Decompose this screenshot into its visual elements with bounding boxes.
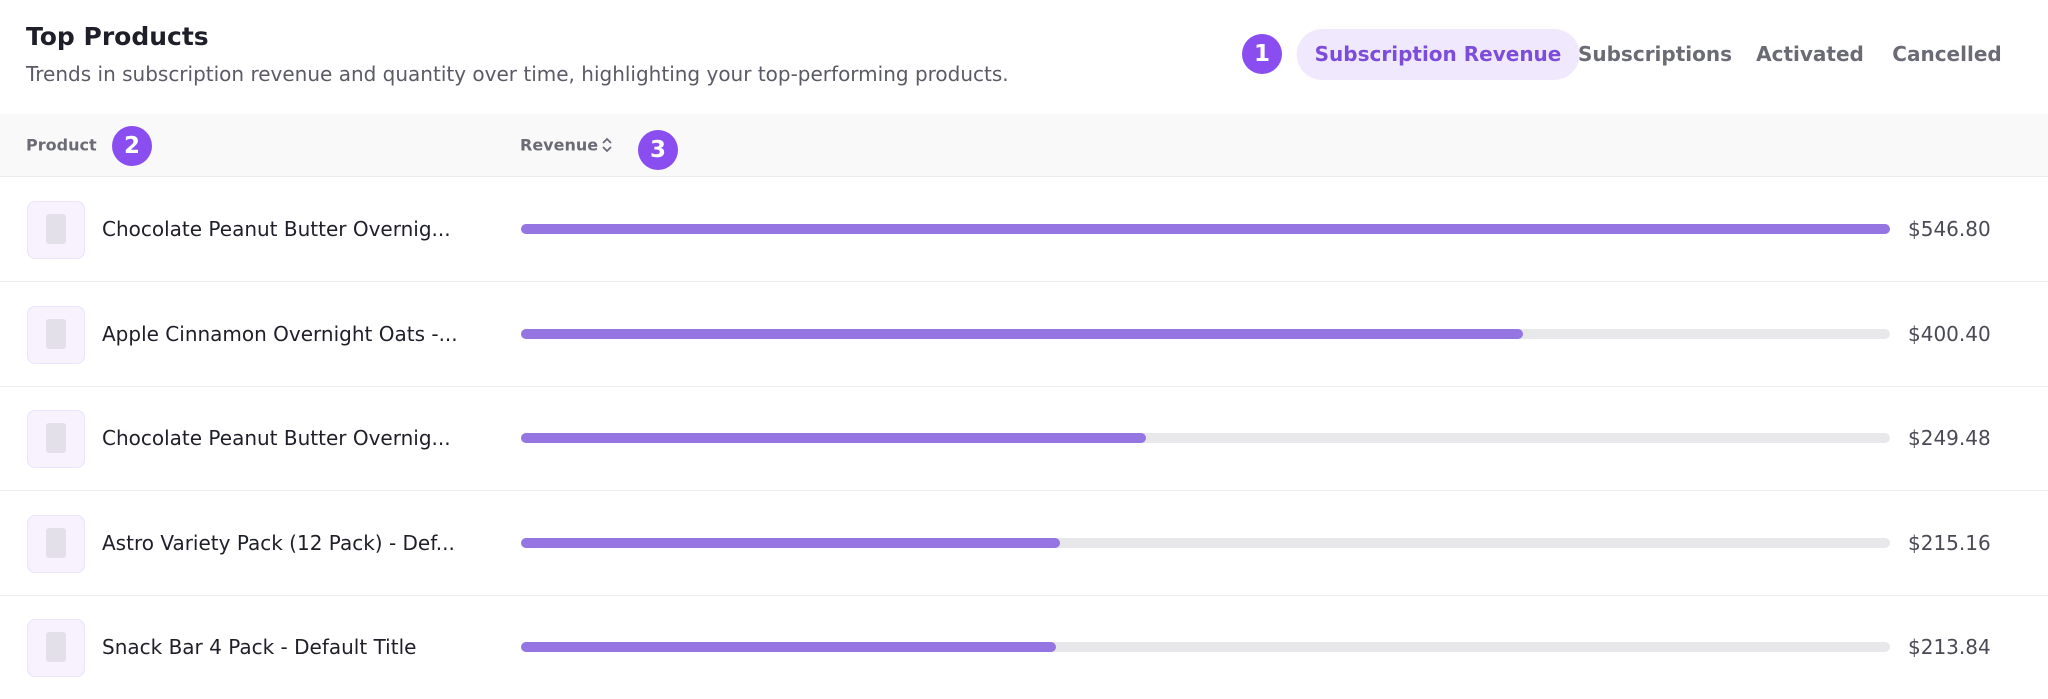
annotation-badge: 2 <box>112 126 152 166</box>
revenue-bar <box>521 642 1057 652</box>
revenue-bar <box>521 433 1146 443</box>
revenue-value: $400.40 <box>1908 321 1991 346</box>
annotation-badge: 1 <box>1242 34 1282 74</box>
product-thumbnail <box>27 619 85 677</box>
bar-track <box>521 328 1890 339</box>
bar-track <box>521 642 1890 652</box>
table-row <box>0 282 2048 387</box>
product-thumbnail <box>27 514 85 573</box>
table-header <box>0 114 2048 177</box>
title: Top Products <box>26 22 209 51</box>
product-name[interactable]: Apple Cinnamon Overnight Oats -... <box>102 321 458 346</box>
sort-icon[interactable] <box>600 137 614 153</box>
tab[interactable]: Subscription Revenue <box>1296 29 1580 80</box>
product-name[interactable]: Chocolate Peanut Butter Overnig... <box>102 426 451 450</box>
column-header[interactable]: Product <box>26 135 97 155</box>
revenue-bar <box>521 328 1524 339</box>
column-header[interactable]: Revenue <box>520 135 599 155</box>
tab[interactable]: Subscriptions <box>1577 42 1733 66</box>
product-name[interactable]: Astro Variety Pack (12 Pack) - Def... <box>102 530 455 555</box>
product-thumbnail <box>27 305 85 364</box>
revenue-bar <box>521 537 1060 548</box>
table-row <box>0 177 2048 282</box>
tab[interactable]: Cancelled <box>1892 42 2002 66</box>
revenue-value: $249.48 <box>1908 426 1991 450</box>
bar-track <box>521 224 1890 234</box>
revenue-value: $215.16 <box>1908 530 1991 555</box>
bar-track <box>521 537 1890 548</box>
revenue-value: $546.80 <box>1908 217 1991 241</box>
product-thumbnail <box>27 201 85 259</box>
bar-track <box>521 433 1890 443</box>
table-row <box>0 491 2048 596</box>
revenue-value: $213.84 <box>1908 635 1991 659</box>
tab[interactable]: Activated <box>1756 42 1864 66</box>
product-name[interactable]: Snack Bar 4 Pack - Default Title <box>102 635 417 659</box>
subtitle: Trends in subscription revenue and quant… <box>26 62 1009 86</box>
revenue-bar <box>521 224 1890 234</box>
product-name[interactable]: Chocolate Peanut Butter Overnig... <box>102 217 451 241</box>
product-thumbnail <box>27 410 85 468</box>
annotation-badge: 3 <box>638 130 678 170</box>
table-row <box>0 386 2048 491</box>
